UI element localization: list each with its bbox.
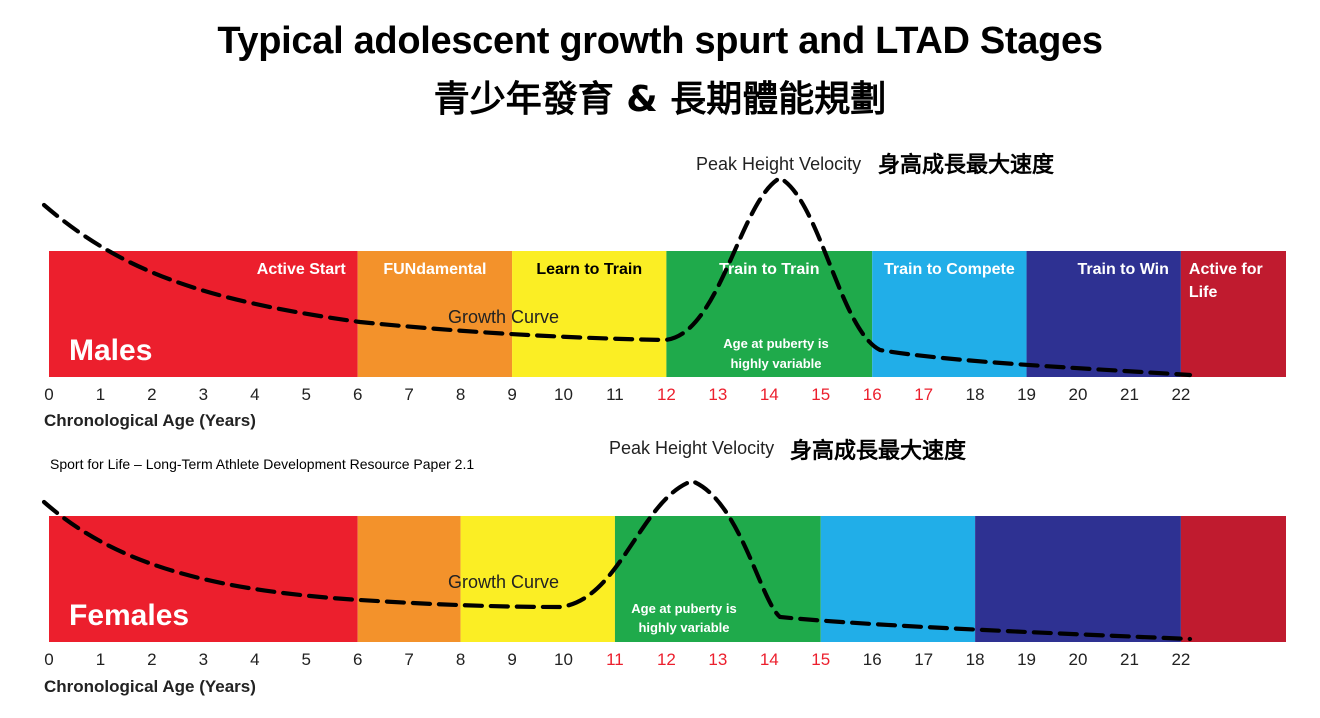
puberty-note: highly variable (638, 620, 729, 635)
tick-label: 5 (302, 385, 311, 404)
puberty-note: Age at puberty is (723, 336, 828, 351)
tick-label: 18 (966, 385, 985, 404)
tick-label: 22 (1171, 650, 1190, 669)
tick-label: 6 (353, 650, 362, 669)
tick-label: 10 (554, 385, 573, 404)
stage-band-5 (872, 251, 1027, 377)
sex-label: Males (69, 334, 152, 367)
stage-band-6 (1026, 251, 1181, 377)
growth-curve-label: Growth Curve (448, 307, 559, 327)
tick-label: 12 (657, 650, 676, 669)
stage-label-2: FUNdamental (383, 261, 486, 278)
tick-label: 4 (250, 385, 259, 404)
tick-label: 14 (760, 650, 779, 669)
stage-band-6 (975, 516, 1181, 642)
phv-label-english: Peak Height Velocity (696, 154, 861, 174)
stage-band-1 (49, 516, 358, 642)
stage-label-7: Active for (1189, 261, 1263, 278)
panel-males: Active Start FUNdamental Learn to Train Tra… (41, 152, 1286, 430)
tick-label: 21 (1120, 385, 1139, 404)
tick-label: 19 (1017, 650, 1036, 669)
chart-title-chinese: 青少年發育 & 長期體能規劃 (433, 79, 887, 120)
tick-label: 11 (606, 385, 624, 404)
tick-label: 7 (404, 650, 413, 669)
tick-label: 15 (811, 385, 830, 404)
axis-label: Chronological Age (Years) (44, 677, 256, 696)
stage-band-4 (614, 516, 821, 642)
source-citation: Sport for Life – Long-Term Athlete Devel… (50, 456, 475, 472)
stage-band-7 (1180, 251, 1286, 377)
growth-curve-line (41, 175, 1193, 378)
tick-label: 17 (914, 385, 933, 404)
tick-label: 4 (250, 650, 259, 669)
tick-label: 8 (456, 385, 465, 404)
tick-label: 18 (966, 650, 985, 669)
tick-label: 1 (96, 650, 105, 669)
tick-label: 20 (1069, 650, 1088, 669)
stage-label-3: Learn to Train (536, 261, 642, 278)
stage-label-6: Train to Win (1077, 261, 1168, 278)
tick-label: 11 (606, 650, 624, 669)
tick-label: 15 (811, 650, 830, 669)
tick-label: 6 (353, 385, 362, 404)
stage-band-7 (1180, 516, 1286, 642)
chart-title-english: Typical adolescent growth spurt and LTAD… (217, 20, 1103, 62)
stage-label-1: Active Start (257, 261, 347, 278)
tick-label: 9 (507, 385, 516, 404)
tick-label: 20 (1069, 385, 1088, 404)
tick-label: 3 (199, 650, 208, 669)
tick-label: 0 (44, 385, 53, 404)
axis-label: Chronological Age (Years) (44, 411, 256, 430)
tick-label: 16 (863, 650, 882, 669)
tick-label: 13 (708, 385, 727, 404)
tick-label: 5 (302, 650, 311, 669)
stage-band-3 (460, 516, 615, 642)
phv-label-chinese: 身高成長最大速度 (878, 152, 1055, 178)
phv-label-chinese: 身高成長最大速度 (790, 438, 967, 464)
tick-label: 13 (708, 650, 727, 669)
tick-label: 16 (863, 385, 882, 404)
stage-label-5: Train to Compete (884, 261, 1015, 278)
tick-label: 2 (147, 650, 156, 669)
tick-label: 8 (456, 650, 465, 669)
tick-label: 3 (199, 385, 208, 404)
tick-label: 7 (404, 385, 413, 404)
tick-label: 19 (1017, 385, 1036, 404)
growth-curve-line (41, 478, 1193, 642)
sex-label: Females (69, 599, 189, 632)
tick-label: 0 (44, 650, 53, 669)
stage-band-5 (820, 516, 976, 642)
tick-label: 17 (914, 650, 933, 669)
stage-band-2 (357, 516, 461, 642)
stage-label-4: Train to Train (719, 261, 819, 278)
tick-label: 14 (760, 385, 779, 404)
tick-label: 21 (1120, 650, 1139, 669)
tick-label: 2 (147, 385, 156, 404)
puberty-note: Age at puberty is (631, 601, 736, 616)
stage-label-7: Life (1189, 284, 1218, 301)
tick-label: 12 (657, 385, 676, 404)
phv-label-english: Peak Height Velocity (609, 438, 774, 458)
stage-band-2 (357, 251, 513, 377)
tick-label: 22 (1171, 385, 1190, 404)
tick-label: 9 (507, 650, 516, 669)
puberty-note: highly variable (730, 356, 821, 371)
tick-label: 10 (554, 650, 573, 669)
panel-females: Females Growth Curve Age at puberty is high… (41, 438, 1286, 696)
stage-band-3 (512, 251, 667, 377)
tick-label: 1 (96, 385, 105, 404)
growth-curve-label: Growth Curve (448, 572, 559, 592)
